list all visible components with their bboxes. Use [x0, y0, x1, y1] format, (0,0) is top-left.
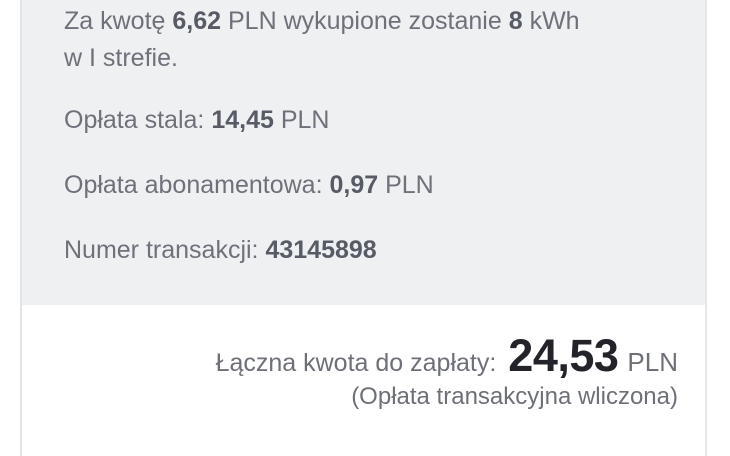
total-label: Łączna kwota do zapłaty: — [215, 349, 497, 377]
purchase-after-energy: kWh — [522, 7, 580, 35]
transaction-number-label: Numer transakcji: — [64, 236, 266, 264]
transaction-details-panel: Za kwotę 6,62 PLN wykupione zostanie 8 k… — [22, 0, 705, 305]
fee-subscription-currency: PLN — [378, 171, 434, 199]
total-section: Łączna kwota do zapłaty: 24,53 PLN (Opła… — [22, 305, 705, 412]
fee-fixed-label: Opłata stala: — [64, 106, 212, 134]
purchase-zone-line: w I strefie. — [64, 44, 178, 72]
fee-subscription-label: Opłata abonamentowa: — [64, 171, 330, 199]
transaction-number-value: 43145898 — [265, 236, 377, 264]
purchase-energy-value: 8 — [508, 7, 523, 35]
transaction-number-row: Numer transakcji: 43145898 — [64, 237, 671, 263]
fee-fixed-value: 14,45 — [211, 106, 274, 134]
total-currency: PLN — [627, 347, 678, 377]
purchase-amount-value: 6,62 — [172, 7, 222, 35]
purchase-prefix: Za kwotę — [64, 7, 173, 35]
total-amount-line: Łączna kwota do zapłaty: 24,53 PLN — [22, 330, 678, 381]
total-amount-value: 24,53 — [508, 330, 619, 381]
fee-row-fixed: Opłata stala: 14,45 PLN — [64, 107, 671, 133]
purchase-summary-text: Za kwotę 6,62 PLN wykupione zostanie 8 k… — [64, 3, 671, 77]
purchase-after-amount: PLN wykupione zostanie — [221, 7, 509, 35]
fee-fixed-currency: PLN — [273, 106, 330, 134]
payment-summary-card: Za kwotę 6,62 PLN wykupione zostanie 8 k… — [20, 0, 707, 456]
total-transaction-fee-note: (Opłata transakcyjna wliczona) — [351, 383, 678, 411]
fee-row-subscription: Opłata abonamentowa: 0,97 PLN — [64, 172, 671, 198]
fee-subscription-value: 0,97 — [329, 171, 379, 199]
